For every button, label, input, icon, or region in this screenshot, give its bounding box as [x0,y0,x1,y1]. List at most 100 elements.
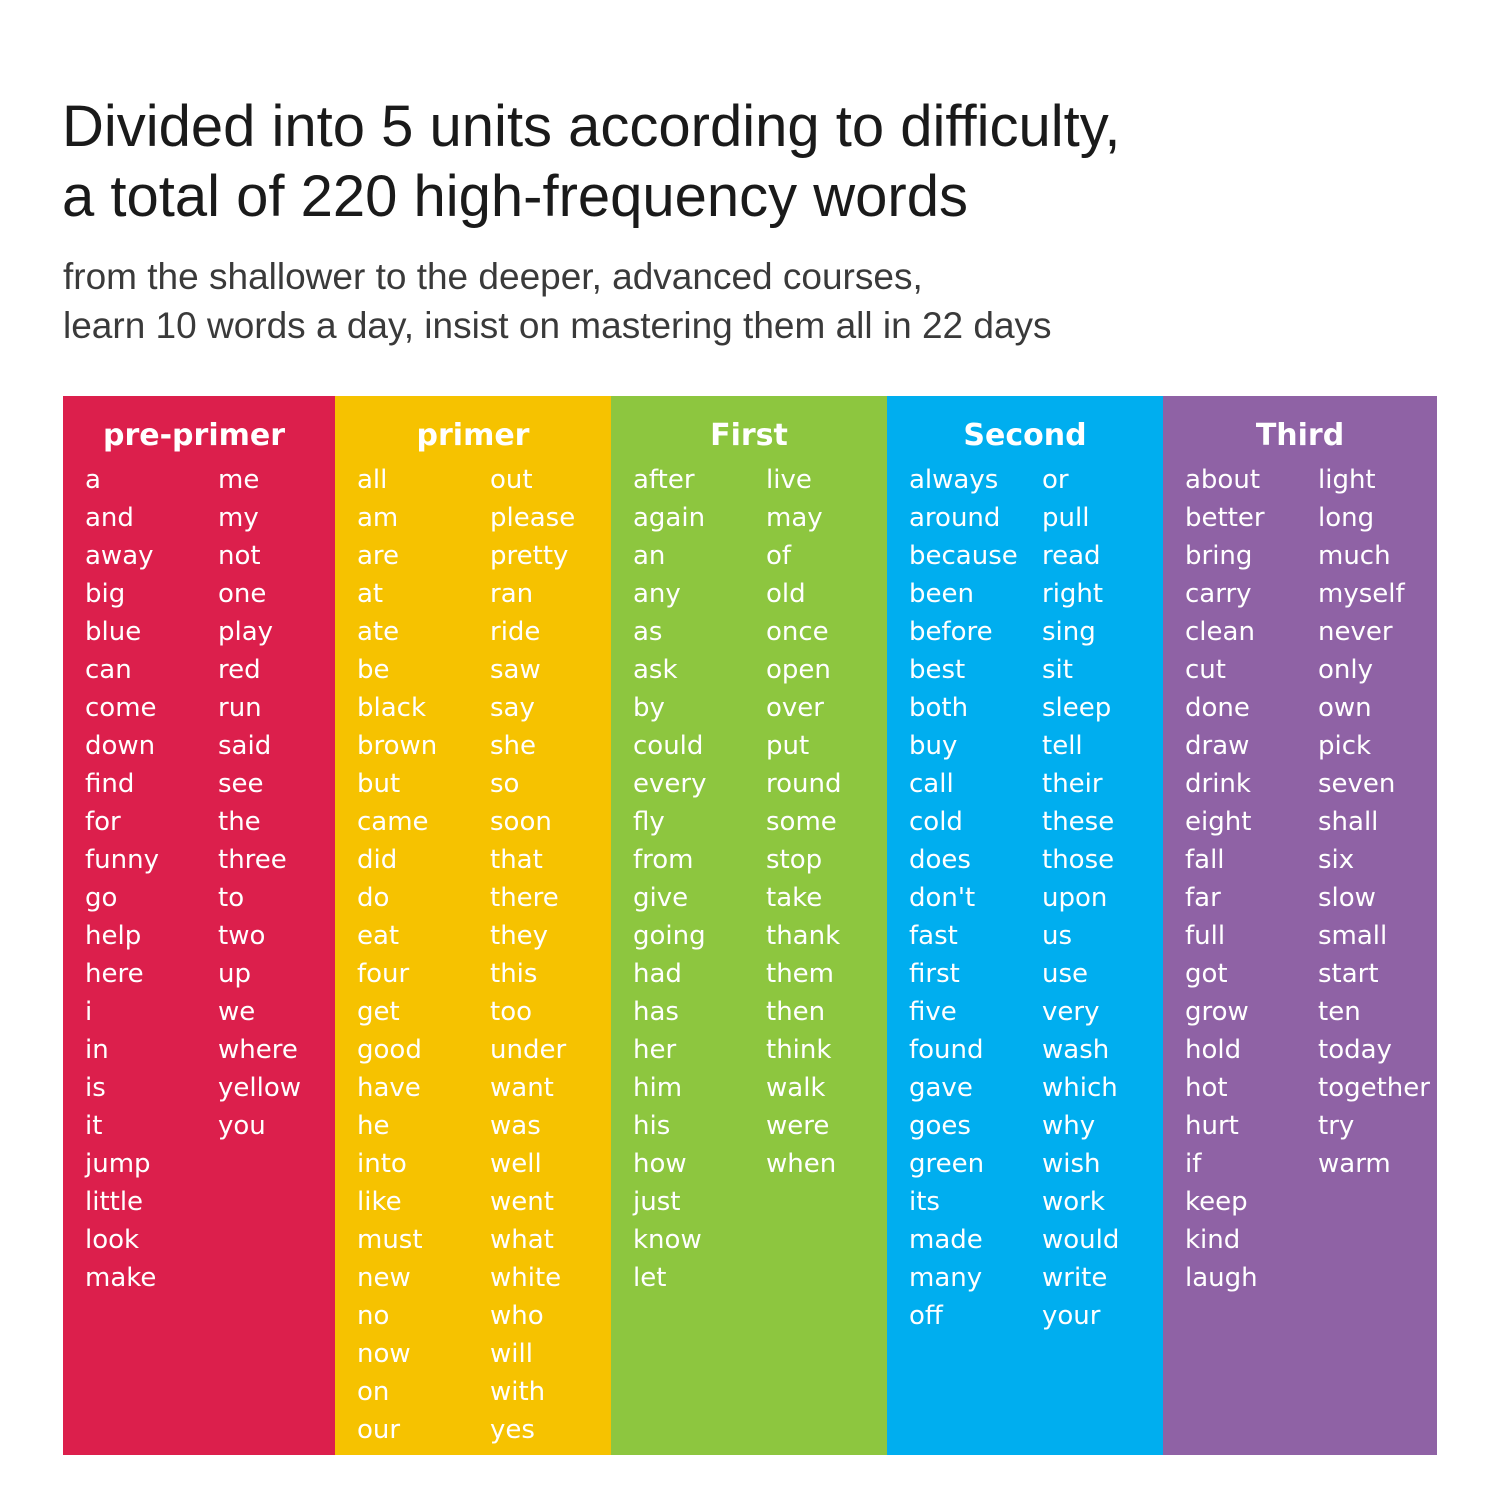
word: get [357,997,400,1027]
word: stop [766,845,823,875]
word: shall [1318,807,1379,837]
word: him [633,1073,683,1103]
word: we [218,997,256,1027]
word: live [766,465,812,495]
word: sit [1042,655,1073,685]
word: can [85,655,132,685]
word: blue [85,617,142,647]
word: green [909,1149,985,1179]
word: round [766,769,842,799]
word: not [218,541,261,571]
word: went [490,1187,554,1217]
word: the [218,807,261,837]
word: take [766,883,823,913]
word: they [490,921,549,951]
word: as [633,617,663,647]
word: could [633,731,704,761]
word: please [490,503,576,533]
page-title: Divided into 5 units according to diffic… [62,92,1121,232]
word: gave [909,1073,973,1103]
word: drink [1185,769,1251,799]
word: who [490,1301,544,1331]
word: start [1318,959,1379,989]
word: am [357,503,399,533]
word: give [633,883,689,913]
word: always [909,465,999,495]
word: and [85,503,134,533]
word: want [490,1073,554,1103]
word: into [357,1149,407,1179]
word: are [357,541,400,571]
word: he [357,1111,390,1141]
word: do [357,883,390,913]
word: hot [1185,1073,1228,1103]
word: found [909,1035,984,1065]
word: cut [1185,655,1226,685]
word: today [1318,1035,1392,1065]
word: she [490,731,537,761]
word: both [909,693,969,723]
word: fly [633,807,665,837]
word: no [357,1301,390,1331]
word: if [1185,1149,1202,1179]
word: yellow [218,1073,302,1103]
word: hurt [1185,1111,1239,1141]
word: play [218,617,274,647]
word: them [766,959,834,989]
word: buy [909,731,958,761]
word: over [766,693,824,723]
word: old [766,579,806,609]
word: too [490,997,533,1027]
word: upon [1042,883,1108,913]
word: kind [1185,1225,1241,1255]
word: small [1318,921,1388,951]
word: came [357,807,429,837]
word: a [85,465,101,495]
word: put [766,731,810,761]
word: away [85,541,154,571]
unit-title: primer [416,418,530,453]
word: around [909,503,1001,533]
word: by [633,693,665,723]
word: together [1318,1073,1430,1103]
word: will [490,1339,533,1369]
word: draw [1185,731,1250,761]
word: see [218,769,264,799]
word: done [1185,693,1250,723]
word: at [357,579,384,609]
word: been [909,579,974,609]
word: go [85,883,118,913]
subtitle: from the shallower to the deeper, advanc… [63,252,1052,350]
word: try [1318,1111,1355,1141]
word: got [1185,959,1228,989]
word: come [85,693,157,723]
word: because [909,541,1018,571]
word: call [909,769,954,799]
word: i [85,997,93,1027]
word: walk [766,1073,826,1103]
unit-panel-third: Third about better bring carry clean cut done dr… [1163,396,1437,1455]
word: new [357,1263,411,1293]
unit-title: pre-primer [102,418,286,453]
word: funny [85,845,159,875]
word: in [85,1035,109,1065]
word: cold [909,807,963,837]
word: does [909,845,971,875]
word: you [218,1111,266,1141]
word: pretty [490,541,569,571]
word: run [218,693,262,723]
word: how [633,1149,687,1179]
unit-panel-primer: primer all am are at ate be black brown but came di… [335,396,611,1455]
word: its [909,1187,940,1217]
word: of [766,541,792,571]
word: so [490,769,520,799]
word: black [357,693,427,723]
word: carry [1185,579,1252,609]
word: did [357,845,398,875]
word: some [766,807,837,837]
word: there [490,883,559,913]
word: let [633,1263,667,1293]
word: an [633,541,666,571]
word: on [357,1377,390,1407]
word: full [1185,921,1226,951]
